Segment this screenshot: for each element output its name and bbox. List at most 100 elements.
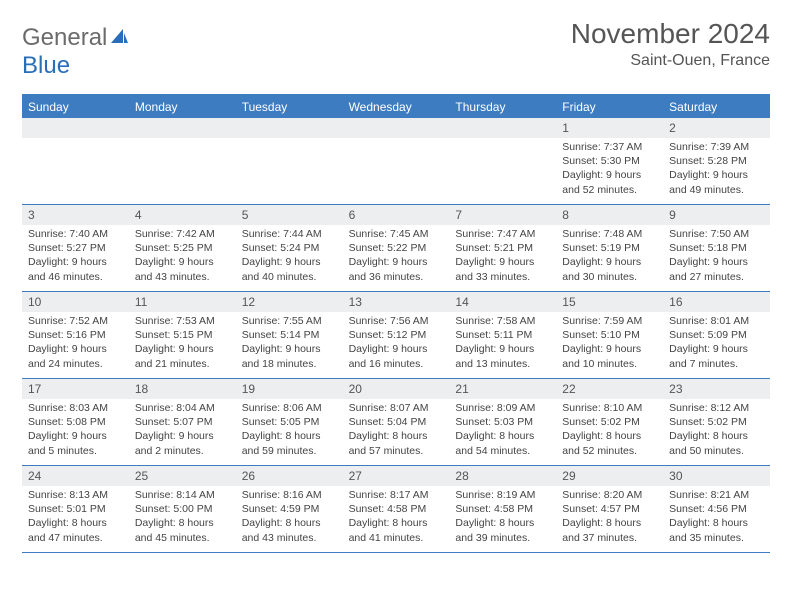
weekday-header: Saturday [663,96,770,118]
sunset-text: Sunset: 5:18 PM [669,241,764,255]
day-cell: 30Sunrise: 8:21 AMSunset: 4:56 PMDayligh… [663,466,770,552]
sunset-text: Sunset: 5:16 PM [28,328,123,342]
daylight-text: Daylight: 8 hours and 39 minutes. [455,516,550,544]
day-cell: 11Sunrise: 7:53 AMSunset: 5:15 PMDayligh… [129,292,236,378]
sunset-text: Sunset: 5:02 PM [669,415,764,429]
sunrise-text: Sunrise: 8:14 AM [135,488,230,502]
day-cell: 23 Sunrise: 8:12 AMSunset: 5:02 PMDayligh… [663,379,770,465]
sunrise-text: Sunrise: 8:21 AM [669,488,764,502]
day-cell: 21Sunrise: 8:09 AMSunset: 5:03 PMDayligh… [449,379,556,465]
day-info: Sunrise: 8:04 AMSunset: 5:07 PMDaylight:… [129,401,236,458]
day-cell: 2Sunrise: 7:39 AMSunset: 5:28 PMDaylight… [663,118,770,204]
day-cell: 20Sunrise: 8:07 AMSunset: 5:04 PMDayligh… [343,379,450,465]
sunrise-text: Sunrise: 7:40 AM [28,227,123,241]
sunrise-text: Sunrise: 8:03 AM [28,401,123,415]
daylight-text: Daylight: 8 hours and 50 minutes. [669,429,764,457]
daylight-text: Daylight: 8 hours and 35 minutes. [669,516,764,544]
sunset-text: Sunset: 5:03 PM [455,415,550,429]
day-info: Sunrise: 7:39 AMSunset: 5:28 PMDaylight:… [663,140,770,197]
day-info: Sunrise: 7:44 AMSunset: 5:24 PMDaylight:… [236,227,343,284]
daylight-text: Daylight: 9 hours and 7 minutes. [669,342,764,370]
day-info: Sunrise: 8:20 AMSunset: 4:57 PMDaylight:… [556,488,663,545]
sunrise-text: Sunrise: 8:04 AM [135,401,230,415]
day-number: 7 [449,205,556,225]
daylight-text: Daylight: 9 hours and 49 minutes. [669,168,764,196]
daylight-text: Daylight: 9 hours and 13 minutes. [455,342,550,370]
daylight-text: Daylight: 9 hours and 5 minutes. [28,429,123,457]
day-number: 20 [343,379,450,399]
day-number [129,118,236,138]
day-number: 28 [449,466,556,486]
day-cell: 26Sunrise: 8:16 AMSunset: 4:59 PMDayligh… [236,466,343,552]
sunset-text: Sunset: 5:30 PM [562,154,657,168]
day-number [343,118,450,138]
daylight-text: Daylight: 8 hours and 54 minutes. [455,429,550,457]
day-info: Sunrise: 7:50 AMSunset: 5:18 PMDaylight:… [663,227,770,284]
calendar-week-row: 1Sunrise: 7:37 AMSunset: 5:30 PMDaylight… [22,118,770,205]
sunset-text: Sunset: 5:00 PM [135,502,230,516]
day-number: 16 [663,292,770,312]
day-number: 23 [663,379,770,399]
day-number: 13 [343,292,450,312]
sunset-text: Sunset: 5:02 PM [562,415,657,429]
day-cell: 8 Sunrise: 7:48 AMSunset: 5:19 PMDaylight… [556,205,663,291]
day-info: Sunrise: 7:52 AMSunset: 5:16 PMDaylight:… [22,314,129,371]
sunset-text: Sunset: 5:11 PM [455,328,550,342]
day-number: 19 [236,379,343,399]
sunrise-text: Sunrise: 8:20 AM [562,488,657,502]
sunrise-text: Sunrise: 8:06 AM [242,401,337,415]
daylight-text: Daylight: 9 hours and 16 minutes. [349,342,444,370]
sunset-text: Sunset: 5:21 PM [455,241,550,255]
sunrise-text: Sunrise: 7:42 AM [135,227,230,241]
sunset-text: Sunset: 4:59 PM [242,502,337,516]
calendar-page: General Blue November 2024 Saint-Ouen, F… [0,0,792,563]
sunrise-text: Sunrise: 7:58 AM [455,314,550,328]
sunset-text: Sunset: 5:14 PM [242,328,337,342]
sunset-text: Sunset: 5:19 PM [562,241,657,255]
sunset-text: Sunset: 5:28 PM [669,154,764,168]
day-cell: 18Sunrise: 8:04 AMSunset: 5:07 PMDayligh… [129,379,236,465]
sunrise-text: Sunrise: 8:16 AM [242,488,337,502]
sunrise-text: Sunrise: 7:50 AM [669,227,764,241]
day-info: Sunrise: 8:14 AMSunset: 5:00 PMDaylight:… [129,488,236,545]
daylight-text: Daylight: 8 hours and 47 minutes. [28,516,123,544]
sunset-text: Sunset: 5:09 PM [669,328,764,342]
sunset-text: Sunset: 5:10 PM [562,328,657,342]
brand-logo: General Blue [22,18,129,80]
day-number: 29 [556,466,663,486]
daylight-text: Daylight: 9 hours and 30 minutes. [562,255,657,283]
daylight-text: Daylight: 8 hours and 45 minutes. [135,516,230,544]
weekday-header: Monday [129,96,236,118]
day-info: Sunrise: 7:53 AMSunset: 5:15 PMDaylight:… [129,314,236,371]
sunrise-text: Sunrise: 8:07 AM [349,401,444,415]
day-info: Sunrise: 7:47 AMSunset: 5:21 PMDaylight:… [449,227,556,284]
day-info: Sunrise: 7:45 AMSunset: 5:22 PMDaylight:… [343,227,450,284]
day-info: Sunrise: 7:37 AMSunset: 5:30 PMDaylight:… [556,140,663,197]
day-number: 17 [22,379,129,399]
day-number [449,118,556,138]
daylight-text: Daylight: 9 hours and 27 minutes. [669,255,764,283]
weekday-header: Thursday [449,96,556,118]
sunrise-text: Sunrise: 8:12 AM [669,401,764,415]
day-cell: 22Sunrise: 8:10 AMSunset: 5:02 PMDayligh… [556,379,663,465]
daylight-text: Daylight: 9 hours and 40 minutes. [242,255,337,283]
day-number: 26 [236,466,343,486]
day-cell: 3Sunrise: 7:40 AMSunset: 5:27 PMDaylight… [22,205,129,291]
day-cell: 14Sunrise: 7:58 AMSunset: 5:11 PMDayligh… [449,292,556,378]
day-cell [236,118,343,204]
day-number: 30 [663,466,770,486]
sunrise-text: Sunrise: 7:53 AM [135,314,230,328]
calendar-weeks: 1Sunrise: 7:37 AMSunset: 5:30 PMDaylight… [22,118,770,553]
sunrise-text: Sunrise: 7:48 AM [562,227,657,241]
sunrise-text: Sunrise: 7:55 AM [242,314,337,328]
sunrise-text: Sunrise: 7:59 AM [562,314,657,328]
day-cell: 10Sunrise: 7:52 AMSunset: 5:16 PMDayligh… [22,292,129,378]
day-info: Sunrise: 7:59 AMSunset: 5:10 PMDaylight:… [556,314,663,371]
daylight-text: Daylight: 9 hours and 10 minutes. [562,342,657,370]
day-number: 8 [556,205,663,225]
day-number: 2 [663,118,770,138]
day-cell: 16Sunrise: 8:01 AMSunset: 5:09 PMDayligh… [663,292,770,378]
brand-text: General Blue [22,24,129,80]
day-info: Sunrise: 8:21 AMSunset: 4:56 PMDaylight:… [663,488,770,545]
sunrise-text: Sunrise: 7:44 AM [242,227,337,241]
